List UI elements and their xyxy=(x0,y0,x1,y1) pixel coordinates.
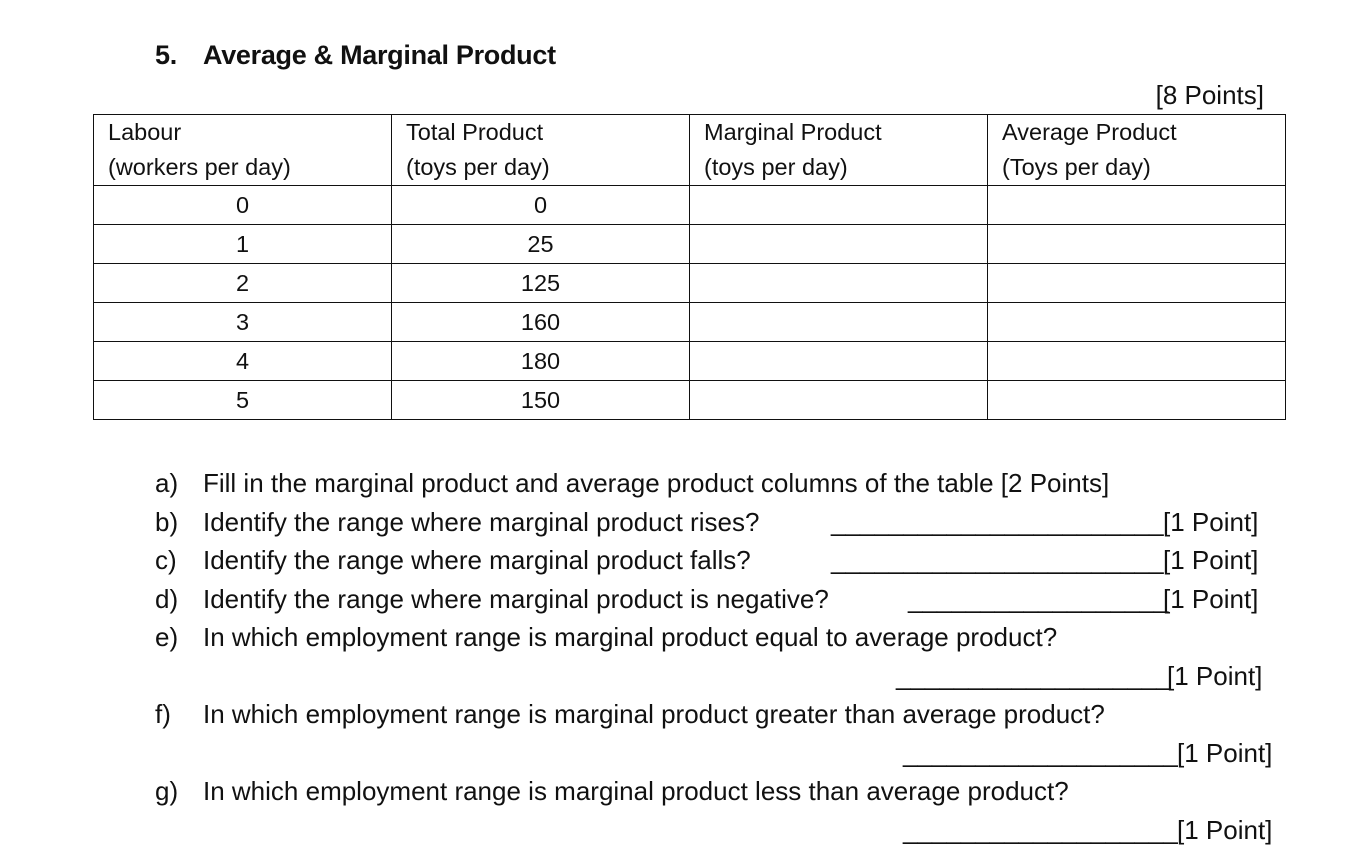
question-text: In which employment range is marginal pr… xyxy=(203,622,1058,652)
question-g: g) In which employment range is marginal… xyxy=(155,772,1290,811)
question-a: a) Fill in the marginal product and aver… xyxy=(155,464,1290,503)
cell-labour: 3 xyxy=(93,302,392,342)
cell-average-product[interactable] xyxy=(987,302,1286,342)
production-table: Labour (workers per day) Total Product (… xyxy=(93,114,1286,420)
answer-blank[interactable]: _______________________ xyxy=(831,545,1164,575)
question-letter: d) xyxy=(155,583,179,614)
question-points: [1 Point] xyxy=(1177,737,1273,768)
cell-marginal-product[interactable] xyxy=(689,341,988,381)
answer-blank[interactable]: ___________________ xyxy=(903,814,1178,845)
table-row: 0 0 xyxy=(93,185,1286,225)
question-b: b) Identify the range where marginal pro… xyxy=(155,503,1290,542)
table-row: 5 150 xyxy=(93,380,1286,420)
cell-average-product[interactable] xyxy=(987,380,1286,420)
question-text: Identify the range where marginal produc… xyxy=(203,506,760,537)
cell-marginal-product[interactable] xyxy=(689,380,988,420)
question-points: [1 Point] xyxy=(1163,545,1259,575)
header-total-product-title: Total Product xyxy=(406,119,544,145)
header-labour-title: Labour xyxy=(108,119,182,145)
question-points: [1 Point] xyxy=(1167,660,1263,691)
cell-labour: 4 xyxy=(93,341,392,381)
header-marginal-product-title: Marginal Product xyxy=(704,119,882,145)
header-labour-unit: (workers per day) xyxy=(108,154,291,180)
question-points: [1 Point] xyxy=(1177,814,1273,845)
cell-total-product: 180 xyxy=(391,341,690,381)
table-header-row: Labour (workers per day) Total Product (… xyxy=(93,114,1286,186)
cell-average-product[interactable] xyxy=(987,224,1286,264)
table-row: 2 125 xyxy=(93,263,1286,303)
question-e-answer-line: ___________________ [1 Point] xyxy=(155,657,1290,696)
section-title: 5. Average & Marginal Product xyxy=(155,40,556,71)
table-row: 4 180 xyxy=(93,341,1286,381)
header-average-product-unit: (Toys per day) xyxy=(1002,154,1151,180)
cell-total-product: 25 xyxy=(391,224,690,264)
cell-marginal-product[interactable] xyxy=(689,185,988,225)
question-text: In which employment range is marginal pr… xyxy=(203,699,1105,729)
question-text: Fill in the marginal product and average… xyxy=(203,468,1110,498)
question-points: [1 Point] xyxy=(1163,583,1259,614)
cell-marginal-product[interactable] xyxy=(689,263,988,303)
cell-total-product: 150 xyxy=(391,380,690,420)
answer-blank[interactable]: __________________ xyxy=(908,583,1169,614)
question-text: Identify the range where marginal produc… xyxy=(203,545,751,575)
header-average-product-title: Average Product xyxy=(1002,119,1177,145)
header-labour: Labour (workers per day) xyxy=(93,114,392,186)
total-points-label: [8 Points] xyxy=(1155,80,1264,110)
cell-marginal-product[interactable] xyxy=(689,302,988,342)
cell-average-product[interactable] xyxy=(987,341,1286,381)
cell-total-product: 125 xyxy=(391,263,690,303)
header-marginal-product-unit: (toys per day) xyxy=(704,154,848,180)
question-text: Identify the range where marginal produc… xyxy=(203,583,829,614)
question-list: a) Fill in the marginal product and aver… xyxy=(155,464,1290,849)
cell-average-product[interactable] xyxy=(987,263,1286,303)
question-c: c) Identify the range where marginal pro… xyxy=(155,541,1290,580)
question-letter: c) xyxy=(155,545,177,575)
cell-labour: 1 xyxy=(93,224,392,264)
table-row: 3 160 xyxy=(93,302,1286,342)
header-total-product: Total Product (toys per day) xyxy=(391,114,690,186)
answer-blank[interactable]: ___________________ xyxy=(903,737,1178,768)
question-e: e) In which employment range is marginal… xyxy=(155,618,1290,657)
cell-labour: 0 xyxy=(93,185,392,225)
answer-blank[interactable]: ___________________ xyxy=(896,660,1171,691)
question-letter: g) xyxy=(155,776,179,806)
question-letter: b) xyxy=(155,506,179,537)
section-title-text: Average & Marginal Product xyxy=(203,40,556,70)
header-marginal-product: Marginal Product (toys per day) xyxy=(689,114,988,186)
header-total-product-unit: (toys per day) xyxy=(406,154,550,180)
cell-total-product: 160 xyxy=(391,302,690,342)
question-f-answer-line: ___________________ [1 Point] xyxy=(155,734,1290,773)
question-letter: f) xyxy=(155,699,171,729)
cell-total-product: 0 xyxy=(391,185,690,225)
cell-labour: 2 xyxy=(93,263,392,303)
question-text: In which employment range is marginal pr… xyxy=(203,776,1069,806)
question-points: [1 Point] xyxy=(1163,506,1259,537)
question-letter: e) xyxy=(155,622,179,652)
table-row: 1 25 xyxy=(93,224,1286,264)
answer-blank[interactable]: _______________________ xyxy=(831,506,1164,537)
header-average-product: Average Product (Toys per day) xyxy=(987,114,1286,186)
cell-average-product[interactable] xyxy=(987,185,1286,225)
question-g-answer-line: ___________________ [1 Point] xyxy=(155,811,1290,850)
cell-labour: 5 xyxy=(93,380,392,420)
question-f: f) In which employment range is marginal… xyxy=(155,695,1290,734)
cell-marginal-product[interactable] xyxy=(689,224,988,264)
question-d: d) Identify the range where marginal pro… xyxy=(155,580,1290,619)
question-letter: a) xyxy=(155,468,179,498)
section-number: 5. xyxy=(155,40,177,70)
